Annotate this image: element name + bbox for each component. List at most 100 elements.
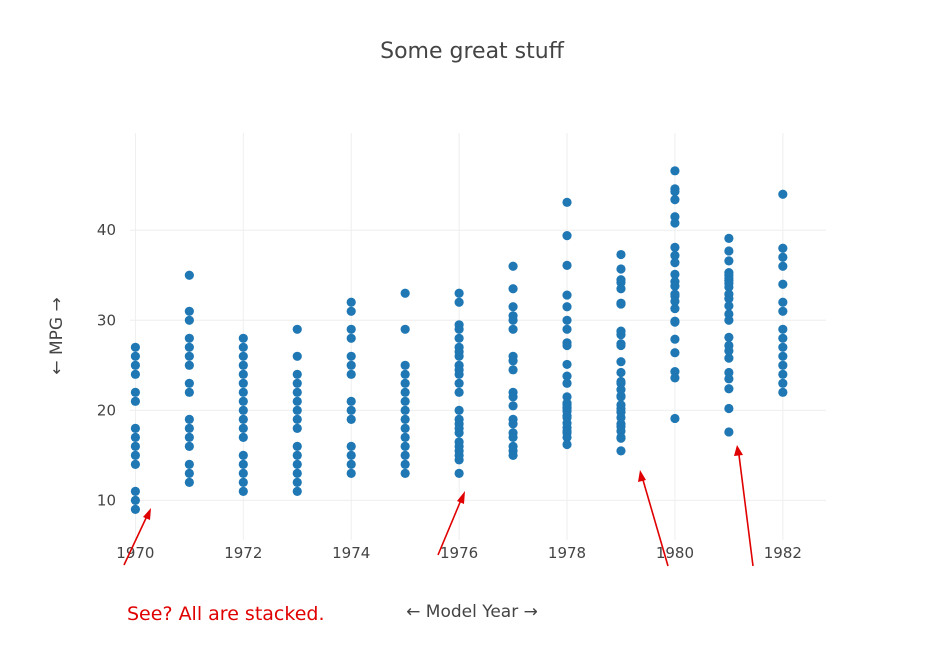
data-point <box>238 486 248 496</box>
data-point <box>508 315 518 325</box>
data-point <box>454 387 464 397</box>
data-point <box>346 360 356 370</box>
annotation-arrowhead <box>457 491 465 504</box>
data-point <box>454 378 464 388</box>
y-tick-label: 10 <box>97 491 116 509</box>
data-point <box>670 281 680 291</box>
data-point <box>292 486 302 496</box>
data-point <box>238 396 248 406</box>
data-point <box>184 468 194 478</box>
data-point <box>670 367 680 377</box>
data-point <box>184 342 194 352</box>
data-point <box>400 288 410 298</box>
data-point <box>400 378 410 388</box>
data-point <box>400 450 410 460</box>
data-point <box>616 412 626 423</box>
data-point <box>778 342 788 352</box>
data-point <box>130 459 140 469</box>
data-point <box>508 261 518 271</box>
data-point <box>238 342 248 352</box>
data-point <box>670 242 680 252</box>
data-point <box>724 374 734 384</box>
data-point <box>724 346 734 356</box>
data-point <box>562 260 572 270</box>
data-point <box>670 413 680 424</box>
data-point <box>778 279 788 289</box>
annotation-arrowhead <box>734 445 743 456</box>
data-point <box>346 369 356 379</box>
data-point <box>292 405 302 415</box>
annotation-arrowhead <box>638 470 646 482</box>
data-point <box>184 477 194 487</box>
data-point <box>670 296 680 306</box>
data-point <box>616 392 626 402</box>
data-point <box>508 302 518 312</box>
data-point <box>292 450 302 460</box>
data-point <box>616 249 626 260</box>
data-point <box>130 369 140 379</box>
data-point <box>508 432 518 442</box>
data-point <box>454 468 464 478</box>
data-point <box>400 396 410 406</box>
y-tick-label: 20 <box>97 401 116 419</box>
data-point <box>130 495 140 505</box>
data-point <box>130 342 140 352</box>
data-point <box>778 306 788 316</box>
data-point <box>400 324 410 334</box>
data-point <box>238 477 248 487</box>
data-point <box>724 403 734 414</box>
data-point <box>562 290 572 300</box>
data-point <box>346 306 356 316</box>
chart-title: Some great stuff <box>380 39 565 64</box>
data-point <box>562 315 572 325</box>
y-tick-label: 30 <box>97 311 116 329</box>
data-point <box>724 233 734 243</box>
data-point <box>508 324 518 334</box>
data-point <box>292 351 302 361</box>
grid <box>130 133 826 540</box>
data-point <box>778 351 788 361</box>
data-point <box>184 432 194 442</box>
data-point <box>238 387 248 397</box>
data-point <box>238 360 248 370</box>
data-point <box>346 333 356 343</box>
data-point <box>454 428 464 438</box>
data-point <box>724 315 734 325</box>
data-point <box>778 369 788 379</box>
data-point <box>184 441 194 451</box>
data-point <box>130 423 140 433</box>
x-tick-label: 1972 <box>224 544 262 562</box>
data-point <box>562 231 572 241</box>
y-tick-label: 40 <box>97 221 116 239</box>
data-point <box>292 468 302 478</box>
data-point <box>346 297 356 307</box>
data-point <box>238 414 248 424</box>
data-point <box>616 277 626 288</box>
data-point <box>292 423 302 433</box>
data-point <box>670 269 680 279</box>
data-point <box>616 330 626 340</box>
data-point <box>292 459 302 469</box>
data-point <box>130 351 140 361</box>
data-point <box>778 252 788 262</box>
data-point <box>454 455 464 465</box>
data-point <box>292 396 302 406</box>
data-point <box>724 353 734 363</box>
data-point <box>778 261 788 271</box>
data-point <box>184 315 194 325</box>
data-point <box>670 218 680 228</box>
annotation-arrows <box>123 445 754 567</box>
data-point <box>184 459 194 469</box>
data-point <box>184 360 194 370</box>
data-point <box>724 294 734 304</box>
data-point <box>292 441 302 451</box>
data-point <box>454 333 464 343</box>
data-point <box>184 378 194 388</box>
data-point <box>670 212 680 222</box>
data-point <box>346 324 356 334</box>
data-point <box>130 486 140 496</box>
data-point <box>670 166 680 176</box>
data-point <box>346 441 356 451</box>
data-point <box>616 299 626 309</box>
data-point <box>238 459 248 469</box>
